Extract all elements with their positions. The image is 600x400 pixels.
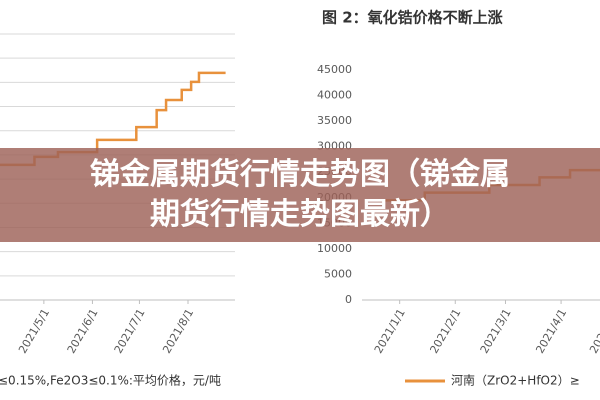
y-tick-label: 0 [345,293,352,306]
x-tick-label: 2021/1/1 [372,307,408,356]
y-tick-label: 35000 [317,114,352,127]
x-tick-label: 2021/8/1 [160,307,196,356]
y-tick-label: 5000 [324,267,352,280]
y-tick-label: 45000 [317,63,352,76]
x-tick-label: 2021/3/1 [478,307,514,356]
x-tick-label: 2021/5/1 [16,307,52,356]
y-tick-label: 40000 [317,89,352,102]
banner-text: 锑金属期货行情走势图（锑金属期货行情走势图最新） [90,157,510,232]
x-tick-label: 2021/2/1 [427,307,463,356]
x-tick-label: 2021/5/1 [587,307,600,356]
x-tick-label: 2021/4/1 [533,307,569,356]
banner: 锑金属期货行情走势图（锑金属期货行情走势图最新） [0,148,600,242]
x-tick-label: 2021/6/1 [65,307,101,356]
x-tick-label: 2021/7/1 [112,307,148,356]
legend-label: 河南（ZrO2+HfO2）≥ [451,373,580,388]
chart-title: 图 2：氧化锆价格不断上涨 [322,9,503,27]
legend-label: ≤0.15%,Fe2O3≤0.1%:平均价格，元/吨 [0,373,221,388]
y-tick-label: 10000 [317,242,352,255]
